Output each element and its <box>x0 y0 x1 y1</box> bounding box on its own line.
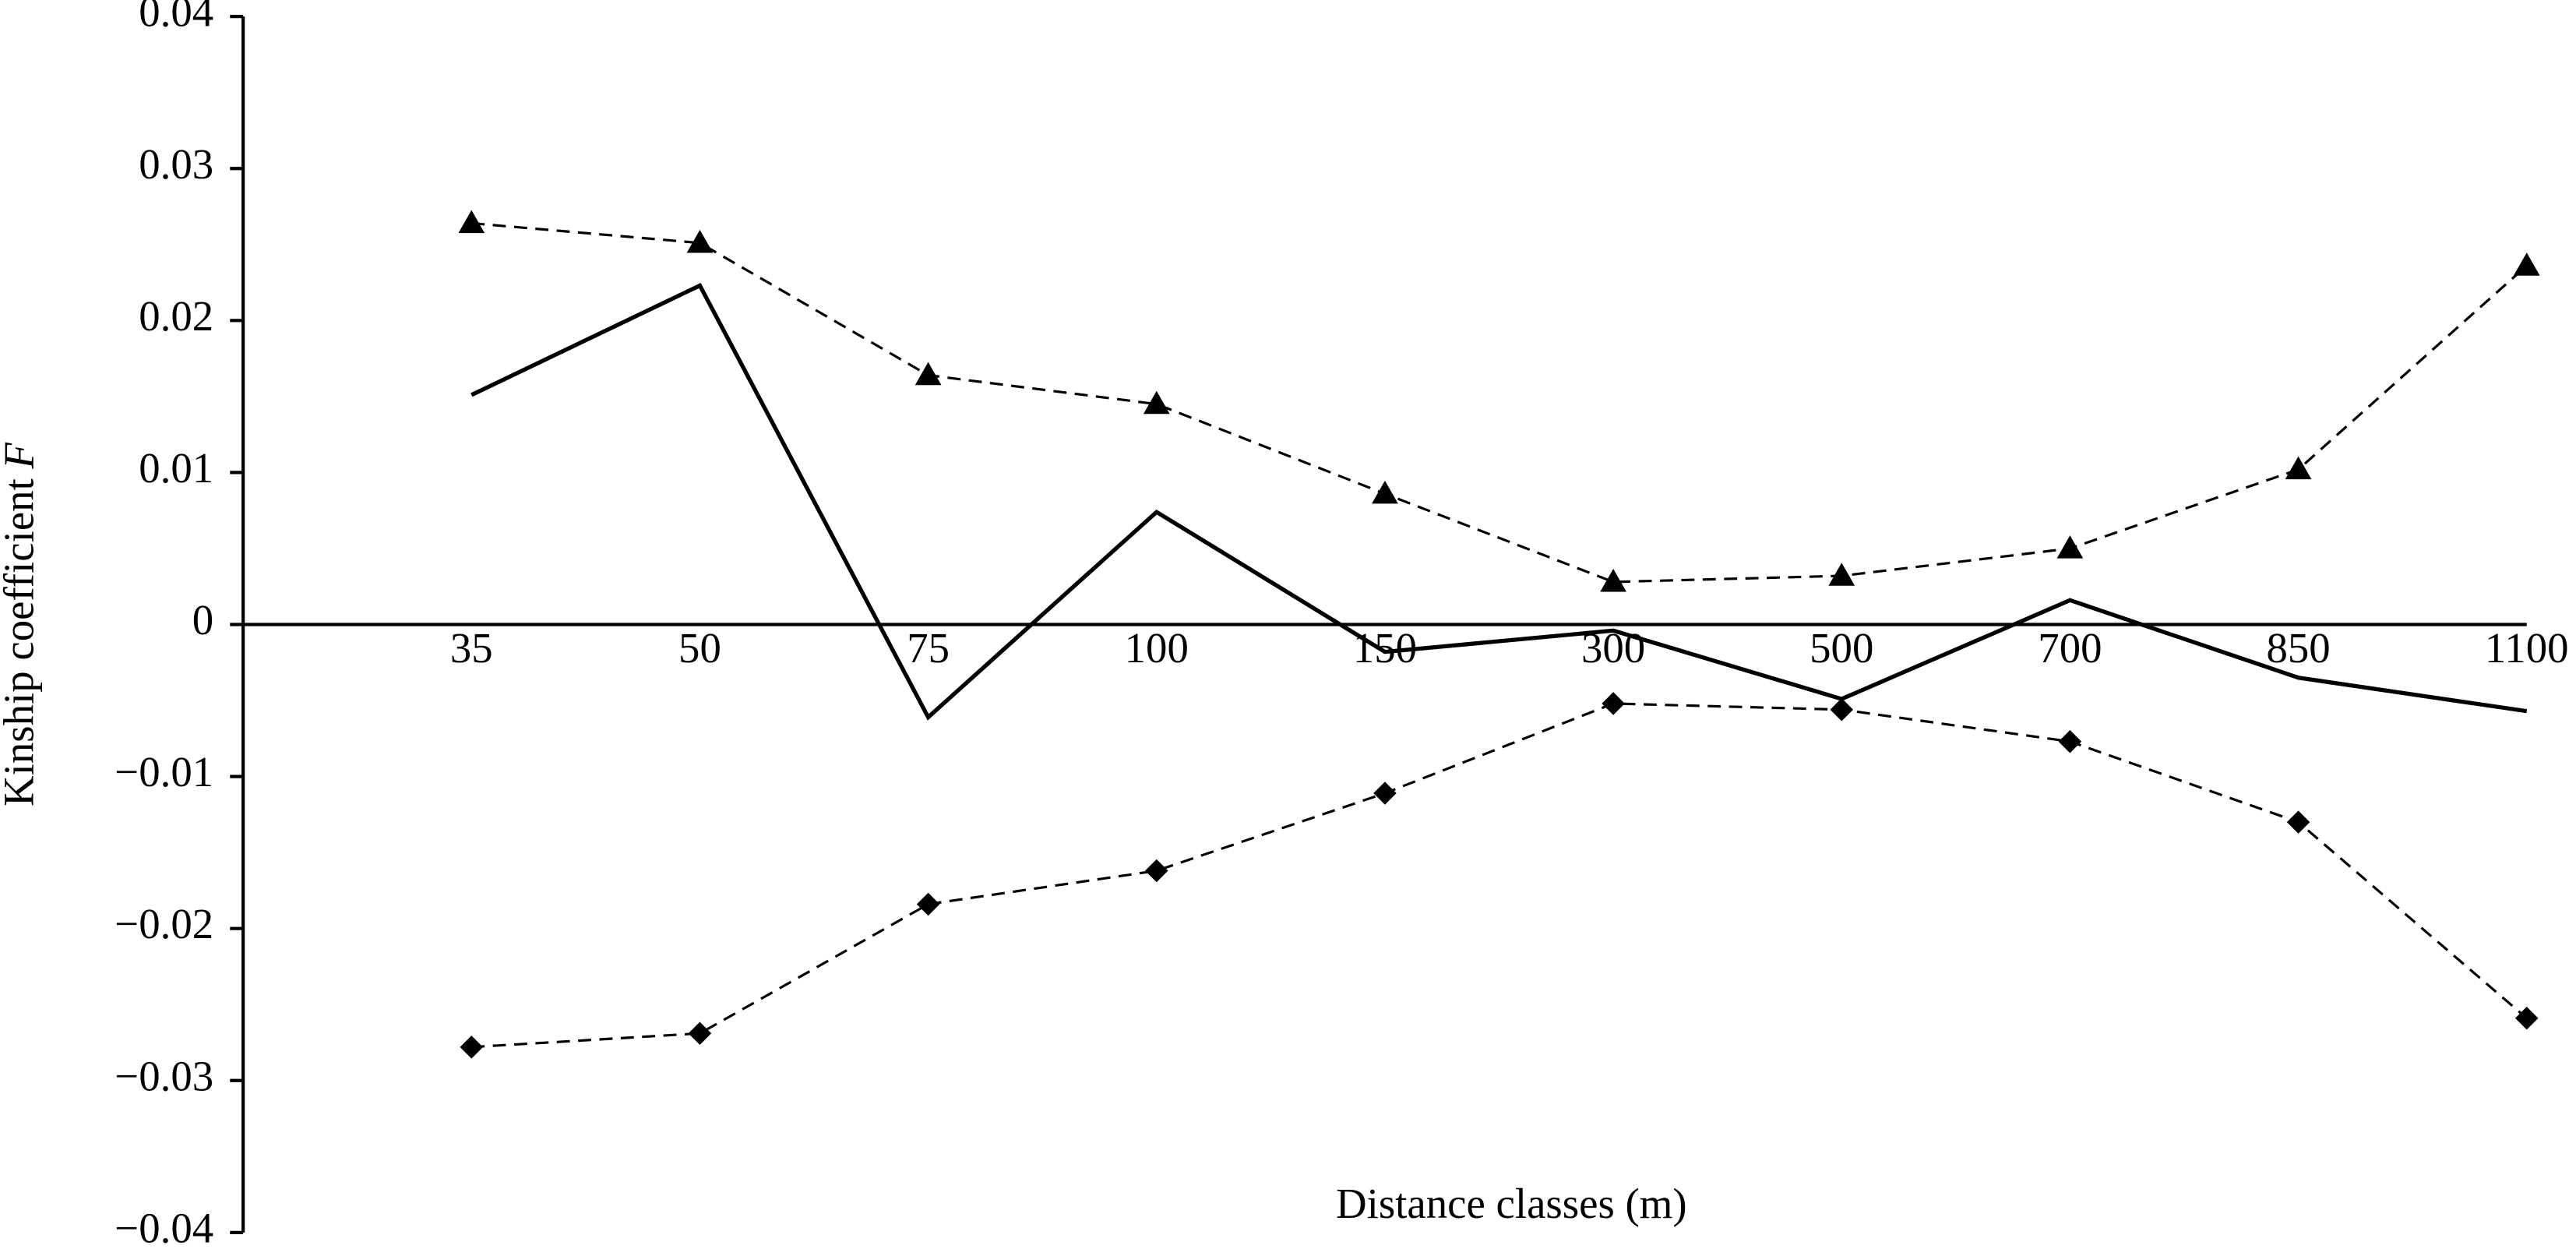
triangle-marker <box>458 210 485 234</box>
y-tick-label: −0.02 <box>115 900 213 947</box>
diamond-marker <box>2286 810 2310 834</box>
triangle-marker <box>2056 535 2084 559</box>
diamond-marker <box>1602 692 1625 715</box>
y-tick-label: 0.03 <box>139 140 213 188</box>
triangle-marker <box>1600 569 1626 592</box>
triangle-marker <box>914 362 942 386</box>
y-tick-label: −0.03 <box>115 1052 213 1099</box>
x-tick-label: 850 <box>2266 624 2330 672</box>
diamond-marker <box>916 892 940 916</box>
y-tick-label: 0.02 <box>139 292 213 340</box>
x-tick-label: 700 <box>2038 624 2102 672</box>
x-tick-label: 500 <box>1810 624 1873 672</box>
triangle-marker <box>1828 563 1855 586</box>
triangle-marker <box>686 229 714 253</box>
series-line <box>471 221 2528 584</box>
diamond-marker <box>1373 782 1397 805</box>
series-line <box>470 282 2528 721</box>
y-axis-symbol: F <box>0 443 42 470</box>
series-line <box>471 702 2528 1049</box>
y-tick-label: 0.04 <box>139 0 213 36</box>
y-tick-label: 0.01 <box>139 444 213 492</box>
triangle-marker <box>1372 480 1398 504</box>
y-axis-title: Kinship coefficient F <box>0 443 42 806</box>
x-tick-label: 50 <box>678 624 721 672</box>
x-tick-label: 100 <box>1125 624 1189 672</box>
x-tick-label: 75 <box>907 624 950 672</box>
triangle-marker <box>1143 390 1170 415</box>
diamond-marker <box>1830 697 1854 722</box>
triangle-marker <box>2513 252 2540 276</box>
diamond-marker <box>460 1036 484 1059</box>
y-tick-label: −0.01 <box>115 748 213 796</box>
diamond-marker <box>1145 859 1168 883</box>
x-axis-title: Distance classes (m) <box>1336 1180 1687 1227</box>
diamond-marker <box>2514 1007 2539 1030</box>
triangle-marker <box>2285 456 2312 480</box>
y-tick-label: 0 <box>192 596 213 644</box>
x-tick-label: 35 <box>450 624 493 672</box>
x-tick-label: 1100 <box>2485 624 2569 672</box>
y-tick-label: −0.04 <box>115 1204 213 1249</box>
y-axis-title-text: Kinship coefficient <box>0 478 42 806</box>
diamond-marker <box>2058 729 2082 753</box>
diamond-marker <box>688 1021 712 1046</box>
